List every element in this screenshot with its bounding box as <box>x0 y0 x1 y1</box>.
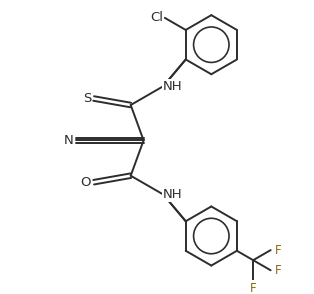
Text: NH: NH <box>163 80 182 93</box>
Text: F: F <box>250 282 257 294</box>
Text: N: N <box>63 134 73 147</box>
Text: F: F <box>275 244 281 257</box>
Text: O: O <box>80 176 91 189</box>
Text: F: F <box>275 264 281 277</box>
Text: S: S <box>83 92 91 105</box>
Text: Cl: Cl <box>150 11 163 24</box>
Text: NH: NH <box>163 188 182 201</box>
